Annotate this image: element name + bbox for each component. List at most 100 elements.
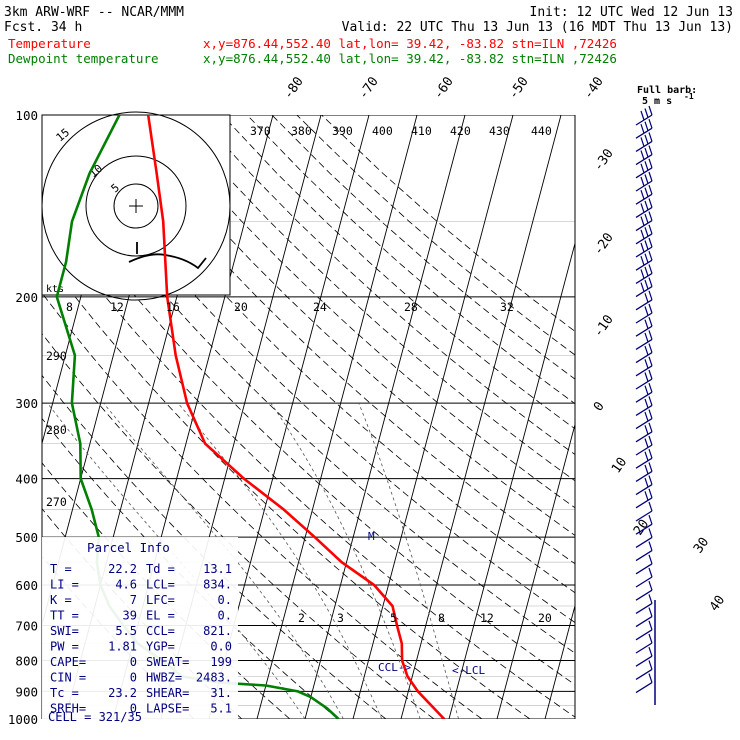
- wind-barb-flag: [648, 567, 653, 578]
- isotherm-label: 10: [609, 455, 630, 476]
- mixing-ratio-label-lower: 8: [438, 611, 445, 625]
- wind-barb-flag: [644, 425, 649, 435]
- parcel-key: CIN =: [50, 671, 86, 685]
- parcel-key: LI =: [50, 578, 79, 592]
- parcel-value: 39: [123, 609, 137, 623]
- parcel-value: 13.1: [203, 562, 232, 576]
- wind-barb-flag: [640, 176, 645, 187]
- isotherm-label: -10: [591, 312, 617, 340]
- wind-barb-flag: [648, 251, 653, 261]
- wind-barb-flag: [648, 158, 653, 168]
- theta-label: 370: [250, 124, 271, 138]
- wind-barb-flag: [644, 438, 649, 448]
- wind-barb: [635, 418, 653, 430]
- wind-barb-flag: [648, 224, 653, 234]
- wind-barb-flag: [644, 266, 649, 277]
- wind-barb-flag: [648, 409, 653, 419]
- wind-barb: [635, 629, 653, 641]
- wind-barb: [635, 299, 653, 311]
- level-marker: M: [368, 530, 375, 543]
- isotherm-label: 20: [631, 517, 652, 538]
- parcel-key: SWEAT=: [146, 655, 189, 669]
- wind-barb-flag: [648, 290, 653, 300]
- forecast-hour: Fcst. 34 h: [4, 20, 82, 35]
- theta-label: 280: [46, 423, 67, 437]
- dry-adiabat: [122, 115, 575, 536]
- pressure-tick-label: 800: [15, 653, 38, 668]
- wind-barb-flag: [648, 488, 653, 498]
- wind-barb-flag: [648, 501, 653, 512]
- moist-adiabat: [103, 402, 344, 719]
- temperature-legend: Temperature: [8, 36, 91, 51]
- parcel-value: 0: [130, 655, 137, 669]
- parcel-key: SHEAR=: [146, 686, 189, 700]
- pressure-tick-label: 700: [15, 618, 38, 633]
- isotherm: [400, 115, 562, 719]
- wind-barb-flag: [648, 277, 653, 287]
- wind-barb: [635, 352, 653, 364]
- wind-barb-flag: [640, 256, 645, 266]
- wind-barb-flag: [648, 449, 653, 459]
- wind-barb-flag: [644, 451, 649, 461]
- isotherm-label: -30: [591, 146, 617, 174]
- isotherm-label: 0: [591, 399, 608, 414]
- wind-barb: [635, 642, 653, 654]
- mixing-ratio-label-lower: 12: [480, 611, 494, 625]
- isotherm: [304, 115, 466, 719]
- wind-barb: [635, 616, 653, 628]
- wind-barb-flag: [644, 213, 649, 224]
- isotherm: [544, 603, 575, 719]
- dry-adiabat: [47, 115, 575, 624]
- wind-barb-flag: [648, 330, 653, 340]
- wind-barb-flag: [644, 464, 649, 475]
- parcel-value: 5.1: [210, 702, 232, 716]
- wind-barb: [635, 668, 653, 680]
- isotherm-label: -70: [356, 74, 382, 102]
- wind-barb-flag: [644, 319, 649, 329]
- wind-barb-flag: [644, 491, 649, 501]
- init-time: Init: 12 UTC Wed 12 Jun 13: [530, 5, 734, 20]
- mixing-ratio-label-lower: 3: [337, 611, 344, 625]
- hodograph: 15 10 5 kts: [41, 111, 231, 301]
- pressure-tick-label: 300: [15, 396, 38, 411]
- moist-adiabat: [47, 402, 306, 719]
- wind-barb-flag: [644, 174, 649, 184]
- wind-barb: [635, 497, 653, 509]
- mixing-ratio-label-lower: 5: [390, 611, 397, 625]
- parcel-value: 199: [210, 655, 232, 669]
- hodograph-units: kts: [46, 284, 64, 295]
- wind-barb: [635, 563, 653, 575]
- mixing-ratio-label: 32: [500, 300, 514, 314]
- wind-barb-flag: [644, 134, 649, 145]
- wind-barb: [635, 576, 653, 588]
- wind-barb-flag: [644, 121, 649, 131]
- dry-adiabat: [42, 292, 483, 719]
- dry-adiabat: [296, 115, 575, 356]
- dry-adiabat: [72, 115, 575, 594]
- parcel-value: 1.81: [108, 640, 137, 654]
- wind-barb-flag: [640, 110, 645, 121]
- parcel-key: Tc =: [50, 686, 79, 700]
- mixing-ratio-label-lower: 20: [538, 611, 552, 625]
- wind-barb-flag: [640, 269, 645, 279]
- wind-barb-flag: [640, 203, 645, 213]
- dry-adiabat: [221, 115, 575, 430]
- parcel-value: 5.5: [115, 624, 137, 638]
- wind-barb-flag: [648, 105, 653, 116]
- parcel-key: PW =: [50, 640, 79, 654]
- theta-label: 400: [372, 124, 393, 138]
- pressure-tick-label: 400: [15, 472, 38, 487]
- wind-barb-flag: [648, 620, 653, 630]
- wind-barb: [635, 365, 653, 377]
- parcel-key: TT =: [50, 609, 79, 623]
- location-info-red: x,y=876.44,552.40 lat,lon= 39.42, -83.82…: [203, 36, 617, 51]
- wind-barb-flag: [648, 594, 653, 604]
- parcel-value: 4.6: [115, 578, 137, 592]
- wind-barb-flag: [648, 633, 653, 644]
- wind-barb: [635, 655, 653, 667]
- parcel-key: LAPSE=: [146, 702, 189, 716]
- parcel-info-bg: [42, 537, 238, 719]
- theta-label: 270: [46, 495, 67, 509]
- parcel-key: CCL=: [146, 624, 175, 638]
- isotherm: [352, 115, 514, 719]
